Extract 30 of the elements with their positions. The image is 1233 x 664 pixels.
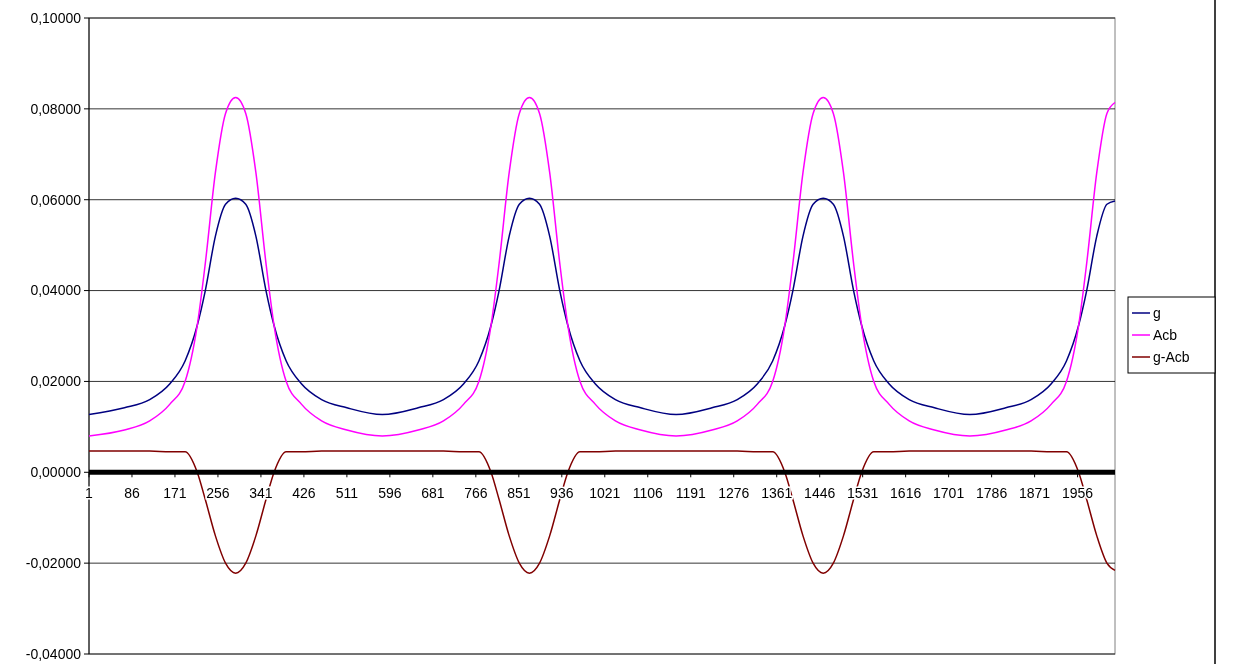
legend-label: g-Acb <box>1153 348 1190 365</box>
x-tick-label: 1701 <box>933 485 965 502</box>
y-tick-label: 0,10000 <box>30 9 82 26</box>
y-tick-label: 0,06000 <box>30 191 82 208</box>
x-tick-label: 1361 <box>761 485 793 502</box>
x-tick-label: 1871 <box>1019 485 1051 502</box>
x-tick-label: 1616 <box>890 485 922 502</box>
x-tick-label: 681 <box>421 485 445 502</box>
y-tick-label: -0,02000 <box>25 555 82 572</box>
y-tick-label: -0,04000 <box>25 645 82 662</box>
y-tick-label: 0,08000 <box>30 100 82 117</box>
y-tick-label: 0,04000 <box>30 282 82 299</box>
y-tick-label: 0,02000 <box>30 373 82 390</box>
x-tick-label: 1021 <box>589 485 621 502</box>
x-tick-label: 596 <box>378 485 402 502</box>
x-tick-label: 1446 <box>804 485 836 502</box>
y-tick-label: 0,00000 <box>30 464 82 481</box>
x-tick-label: 1786 <box>976 485 1008 502</box>
x-tick-label: 256 <box>206 485 230 502</box>
x-tick-label: 171 <box>163 485 187 502</box>
x-tick-label: 426 <box>292 485 316 502</box>
x-tick-label: 511 <box>335 485 359 502</box>
x-tick-label: 851 <box>507 485 531 502</box>
x-tick-label: 1276 <box>718 485 750 502</box>
legend-label: g <box>1153 304 1161 321</box>
x-tick-label: 766 <box>464 485 488 502</box>
x-tick-label: 86 <box>124 485 140 502</box>
x-tick-label: 1106 <box>632 485 664 502</box>
x-tick-label: 1191 <box>675 485 707 502</box>
legend-label: Acb <box>1153 326 1178 343</box>
